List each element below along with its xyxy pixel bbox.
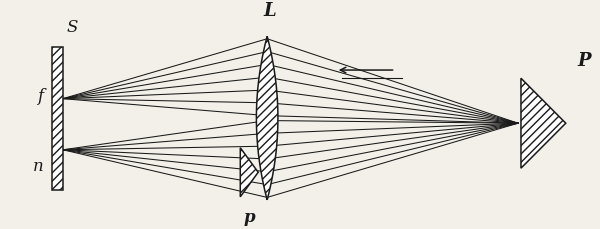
Text: p: p [244, 209, 255, 226]
Text: P: P [578, 52, 591, 70]
Polygon shape [52, 46, 63, 190]
Polygon shape [521, 78, 566, 168]
Polygon shape [240, 148, 258, 197]
Polygon shape [256, 36, 278, 200]
Text: S: S [67, 19, 78, 36]
Text: n: n [32, 158, 43, 175]
Text: L: L [264, 2, 277, 20]
Text: f: f [37, 88, 43, 105]
